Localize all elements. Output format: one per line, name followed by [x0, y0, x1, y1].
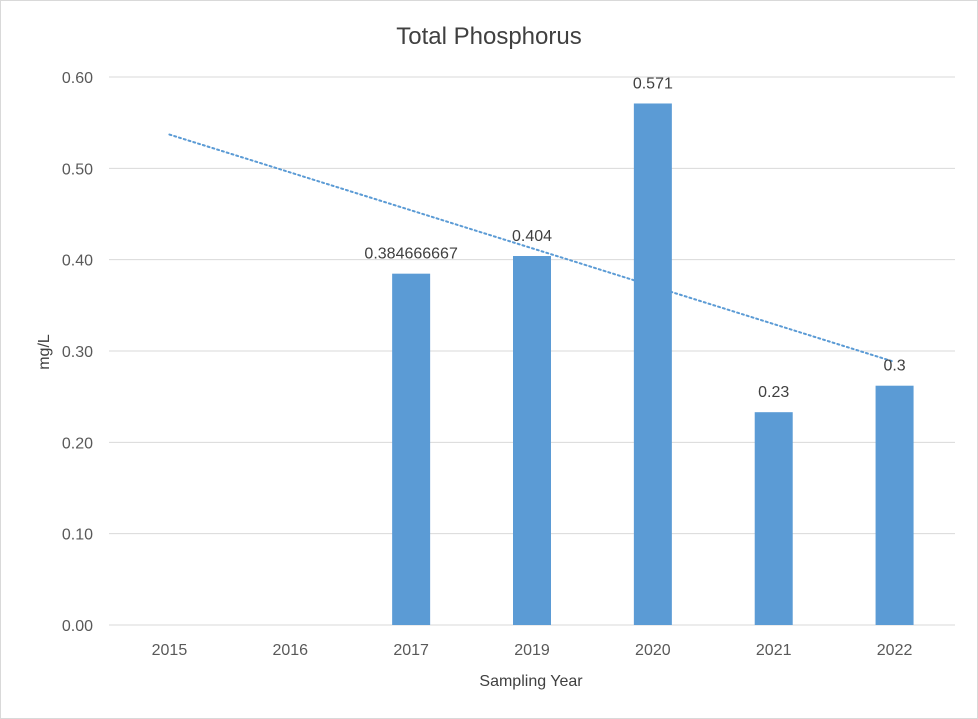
y-tick-label: 0.40	[62, 253, 93, 270]
data-label: 0.3	[883, 358, 905, 375]
y-tick-label: 0.30	[62, 344, 93, 361]
data-label: 0.384666667	[364, 246, 458, 263]
x-axis-title: Sampling Year	[479, 673, 583, 690]
trendline-layer	[168, 133, 896, 363]
x-tick-label: 2017	[393, 642, 429, 659]
x-tick-label: 2016	[272, 642, 308, 659]
x-tick-label: 2015	[152, 642, 188, 659]
data-label: 0.404	[512, 228, 552, 245]
y-axis-title: mg/L	[36, 334, 53, 370]
data-label: 0.571	[633, 75, 673, 92]
bar	[392, 273, 431, 625]
data-labels: 0.384666667 0.404 0.571 0.23 0.3	[364, 75, 905, 401]
bar	[513, 256, 551, 625]
x-tick-label: 2022	[877, 642, 913, 659]
trendline	[168, 133, 896, 363]
x-tick-label: 2019	[514, 642, 550, 659]
y-tick-label: 0.60	[62, 70, 93, 87]
y-tick-label: 0.00	[62, 618, 93, 635]
y-axis-ticks: 0.00 0.10 0.20 0.30 0.40 0.50 0.60	[62, 70, 93, 635]
data-label: 0.23	[758, 384, 789, 401]
bar	[875, 385, 914, 625]
x-tick-label: 2021	[756, 642, 792, 659]
bar	[633, 103, 672, 625]
bar	[754, 412, 793, 625]
bars	[392, 103, 914, 625]
x-axis-ticks: 2015 2016 2017 2019 2020 2021 2022	[152, 642, 913, 659]
x-tick-label: 2020	[635, 642, 671, 659]
y-tick-label: 0.50	[62, 161, 93, 178]
y-tick-label: 0.20	[62, 435, 93, 452]
chart-title: Total Phosphorus	[396, 23, 581, 50]
y-tick-label: 0.10	[62, 527, 93, 544]
